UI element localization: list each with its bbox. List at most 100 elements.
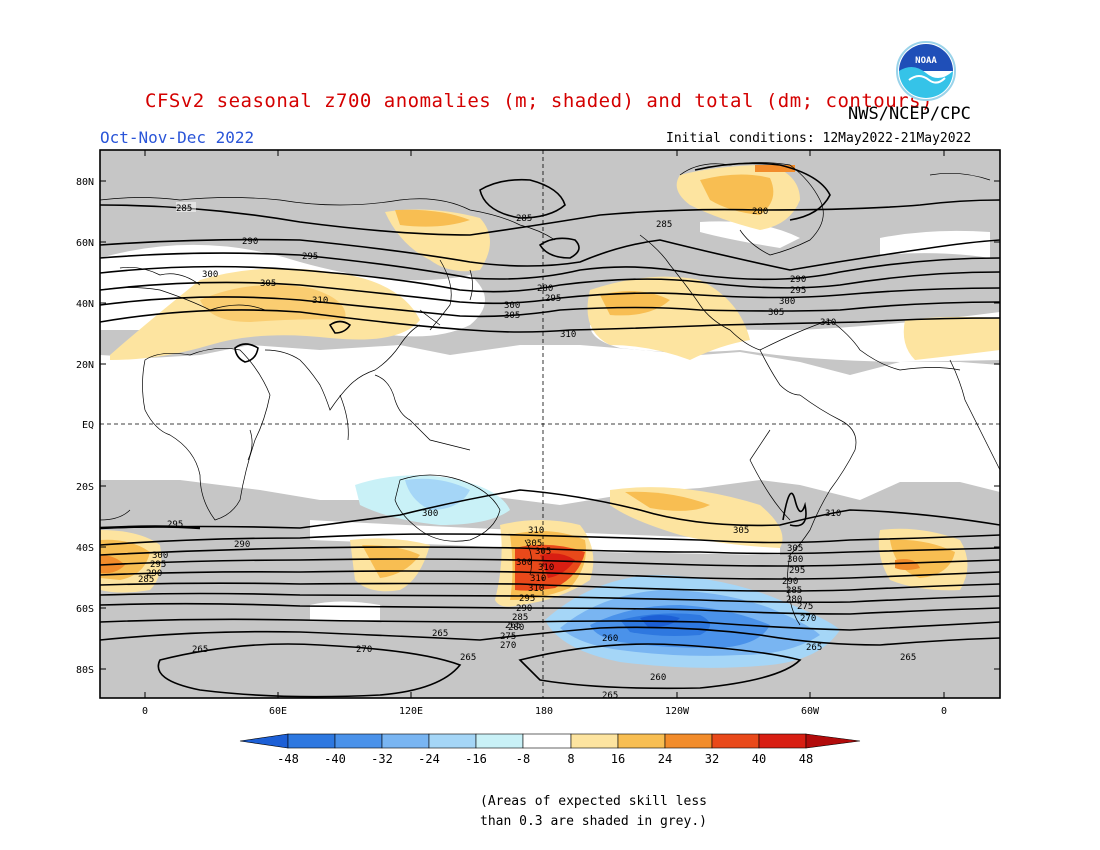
- contour-label: 305: [733, 526, 749, 536]
- colorbar-swatch: [381, 733, 430, 749]
- contour-label: 300: [779, 297, 795, 307]
- lon-label: 0: [941, 706, 947, 717]
- contour-label: 295: [302, 252, 318, 262]
- contour-label: 310: [530, 574, 546, 584]
- contour-label: 285: [656, 220, 672, 230]
- initial-conditions-label: Initial conditions: 12May2022-21May2022: [666, 131, 972, 146]
- lat-label: 40N: [76, 299, 94, 310]
- contour-label: 285: [176, 204, 192, 214]
- colorbar-swatch: [758, 733, 807, 749]
- contour-label: 295: [790, 286, 806, 296]
- contour-label: 290: [146, 569, 162, 579]
- colorbar-tick: -48: [277, 752, 299, 766]
- contour-label: 295: [519, 594, 535, 604]
- reference-lines: [100, 150, 1000, 698]
- skill-note: (Areas of expected skill less than 0.3 a…: [480, 794, 707, 829]
- contour-label: 295: [545, 294, 561, 304]
- colorbar-swatch: [475, 733, 524, 749]
- map-frame: [99, 149, 1001, 699]
- contour-label: 305: [260, 279, 276, 289]
- colorbar-swatch: [711, 733, 760, 749]
- lon-label: 180: [535, 706, 553, 717]
- noaa-logo: NOAA: [896, 41, 956, 101]
- contour-label: 280: [752, 207, 768, 217]
- contour-label: 305: [768, 308, 784, 318]
- colorbar-swatch: [617, 733, 666, 749]
- contour-label: 300: [516, 558, 532, 568]
- colorbar-tick: 40: [752, 752, 766, 766]
- contour-label: 285: [786, 586, 802, 596]
- contour-label: 295: [789, 566, 805, 576]
- colorbar-tick: 48: [799, 752, 813, 766]
- colorbar-tick: -8: [516, 752, 530, 766]
- contour-label: 295: [150, 560, 166, 570]
- longitude-axis: 0 60E 120E 180 120W 60W 0: [142, 706, 947, 717]
- colorbar-arrow-left: [239, 733, 289, 749]
- lat-label: 40S: [76, 543, 94, 554]
- contour-label: 310: [825, 509, 841, 519]
- colorbar-swatch: [287, 733, 336, 749]
- contour-label: 310: [560, 330, 576, 340]
- contour-label: 295: [167, 520, 183, 530]
- lat-label: 20S: [76, 482, 94, 493]
- contour-label: 275: [797, 602, 813, 612]
- contour-label: 285: [512, 613, 528, 623]
- contour-label: 300: [422, 509, 438, 519]
- contour-label: 310: [528, 584, 544, 594]
- contour-label: 260: [650, 673, 666, 683]
- lat-label: 20N: [76, 360, 94, 371]
- contour-label: 310: [538, 563, 554, 573]
- colorbar-tick: -24: [418, 752, 440, 766]
- contour-label: 265: [806, 643, 822, 653]
- lat-label: 60S: [76, 604, 94, 615]
- lon-label: 120E: [399, 706, 423, 717]
- contour-label: 270: [356, 645, 372, 655]
- contour-label-group: 285 290 295 300 305 310 285 285 280 290 …: [138, 202, 916, 701]
- contour-label: 265: [602, 691, 618, 701]
- contour-label: 310: [312, 296, 328, 306]
- contour-label: 265: [432, 629, 448, 639]
- contour-label: 265: [460, 653, 476, 663]
- contour-label: 280: [537, 284, 553, 294]
- contour-label: 290: [782, 577, 798, 587]
- contour-label: 300: [152, 551, 168, 561]
- contour-label: 280: [786, 595, 802, 605]
- contour-label: 310: [820, 318, 836, 328]
- noaa-logo-text: NOAA: [915, 56, 937, 66]
- colorbar-tick: -16: [465, 752, 487, 766]
- colorbar-tick: 32: [705, 752, 719, 766]
- contour-label: 300: [202, 270, 218, 280]
- contour-label: 260: [602, 634, 618, 644]
- lat-label: 80N: [76, 177, 94, 188]
- lat-label: EQ: [82, 420, 94, 431]
- colorbar-tick: -32: [371, 752, 393, 766]
- chart-title: CFSv2 seasonal z700 anomalies (m; shaded…: [145, 90, 933, 112]
- colorbar-tick: -40: [324, 752, 346, 766]
- contour-label: 280: [508, 623, 524, 633]
- colorbar-arrow-right: [805, 733, 861, 749]
- contour-label: 270: [500, 641, 516, 651]
- contour-label: 290: [242, 237, 258, 247]
- contour-label: 265: [900, 653, 916, 663]
- colorbar-swatch: [428, 733, 477, 749]
- contour-label: 305: [504, 311, 520, 321]
- contour-label: 290: [234, 540, 250, 550]
- contour-label: 290: [790, 275, 806, 285]
- contour-label: 270: [800, 614, 816, 624]
- height-contours: [100, 162, 1000, 698]
- lon-label: 60W: [801, 706, 820, 717]
- contour-label: 265: [192, 645, 208, 655]
- contour-label: 285: [516, 214, 532, 224]
- contour-label: 305: [535, 547, 551, 557]
- latitude-ticks: [100, 180, 1000, 670]
- lon-label: 120W: [665, 706, 690, 717]
- organization-label: NWS/NCEP/CPC: [848, 104, 971, 124]
- map-field: 285 290 295 300 305 310 285 285 280 290 …: [100, 150, 1000, 701]
- lon-label: 60E: [269, 706, 287, 717]
- colorbar-tick: 8: [567, 752, 574, 766]
- contour-label: 305: [526, 539, 542, 549]
- contour-label: 305: [787, 544, 803, 554]
- lat-label: 60N: [76, 238, 94, 249]
- colorbar-swatch: [664, 733, 713, 749]
